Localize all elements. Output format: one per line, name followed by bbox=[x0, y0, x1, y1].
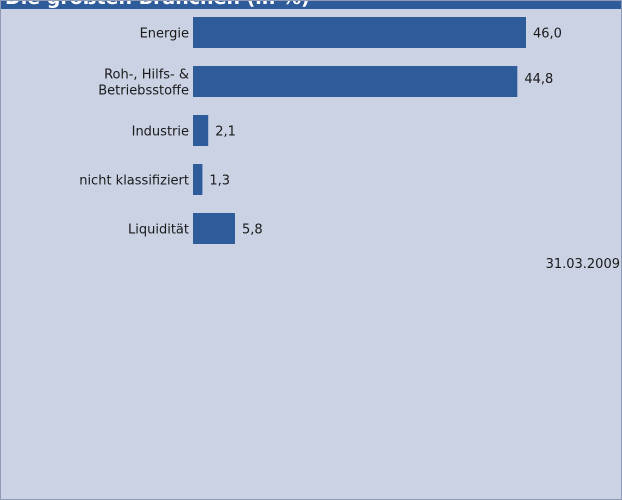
bar bbox=[193, 115, 209, 146]
value-label: 2,1 bbox=[215, 125, 236, 140]
value-label: 46,0 bbox=[533, 27, 562, 42]
value-label: 1,3 bbox=[209, 174, 230, 189]
category-label: Roh-, Hilfs- & Betriebsstoffe bbox=[98, 68, 189, 99]
value-label: 5,8 bbox=[242, 223, 263, 238]
category-label: Energie bbox=[140, 27, 189, 42]
category-label: nicht klassifiziert bbox=[79, 174, 189, 189]
bar bbox=[193, 213, 235, 244]
bar bbox=[193, 66, 518, 97]
value-label: 44,8 bbox=[524, 72, 553, 87]
bar-chart: Energie 46,0 Roh-, Hilfs- & Betriebsstoffe 4… bbox=[79, 17, 562, 244]
category-label: Liquidität bbox=[128, 223, 189, 238]
as-of-date: 31.03.2009 bbox=[545, 257, 620, 272]
bar bbox=[193, 164, 203, 195]
chart-header: Die größten Branchen (in %) bbox=[1, 1, 621, 9]
bar bbox=[193, 17, 526, 48]
category-label: Industrie bbox=[132, 125, 189, 140]
chart-title: Die größten Branchen (in %) bbox=[5, 1, 310, 9]
